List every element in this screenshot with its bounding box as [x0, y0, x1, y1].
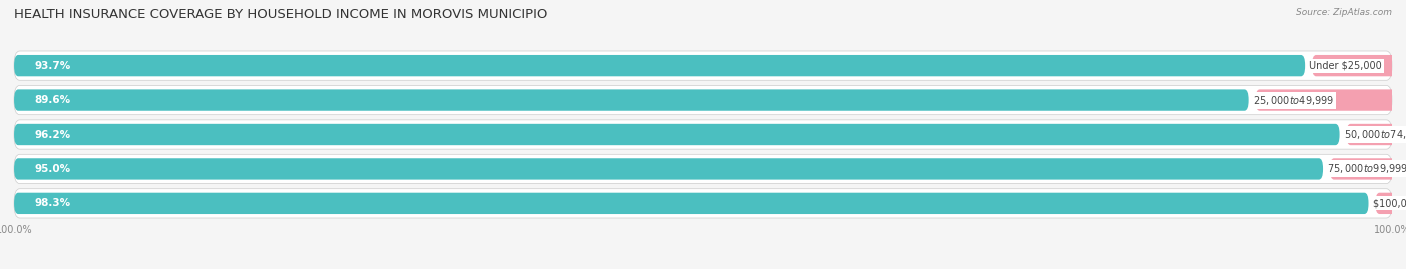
FancyBboxPatch shape [14, 86, 1392, 115]
FancyBboxPatch shape [14, 189, 1392, 218]
Text: 89.6%: 89.6% [35, 95, 70, 105]
Text: HEALTH INSURANCE COVERAGE BY HOUSEHOLD INCOME IN MOROVIS MUNICIPIO: HEALTH INSURANCE COVERAGE BY HOUSEHOLD I… [14, 8, 547, 21]
FancyBboxPatch shape [14, 89, 1249, 111]
Text: $75,000 to $99,999: $75,000 to $99,999 [1327, 162, 1406, 175]
FancyBboxPatch shape [14, 51, 1392, 80]
Text: $100,000 and over: $100,000 and over [1372, 198, 1406, 208]
Text: Under $25,000: Under $25,000 [1309, 61, 1382, 71]
FancyBboxPatch shape [1312, 55, 1406, 76]
Text: Source: ZipAtlas.com: Source: ZipAtlas.com [1296, 8, 1392, 17]
FancyBboxPatch shape [14, 124, 1340, 145]
Text: 96.2%: 96.2% [35, 129, 70, 140]
FancyBboxPatch shape [14, 154, 1392, 183]
Text: 93.7%: 93.7% [35, 61, 70, 71]
FancyBboxPatch shape [14, 55, 1305, 76]
Text: 98.3%: 98.3% [35, 198, 70, 208]
FancyBboxPatch shape [1375, 193, 1406, 214]
FancyBboxPatch shape [14, 193, 1368, 214]
FancyBboxPatch shape [14, 158, 1323, 180]
FancyBboxPatch shape [1347, 124, 1406, 145]
Text: $50,000 to $74,999: $50,000 to $74,999 [1344, 128, 1406, 141]
Text: $25,000 to $49,999: $25,000 to $49,999 [1253, 94, 1334, 107]
Text: 95.0%: 95.0% [35, 164, 70, 174]
FancyBboxPatch shape [1256, 89, 1406, 111]
FancyBboxPatch shape [1330, 158, 1406, 180]
FancyBboxPatch shape [14, 120, 1392, 149]
